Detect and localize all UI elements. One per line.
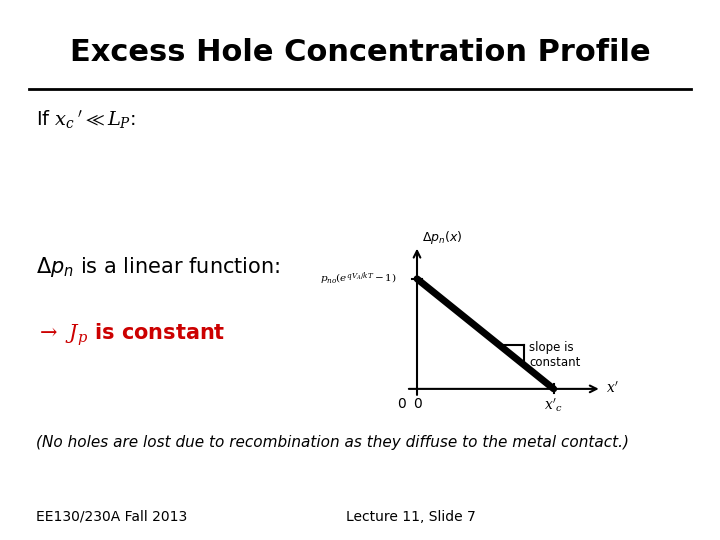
Text: Lecture 11, Slide 7: Lecture 11, Slide 7 xyxy=(346,510,475,524)
Text: slope is
constant: slope is constant xyxy=(529,341,580,369)
Text: $x'$: $x'$ xyxy=(606,381,618,396)
Text: If $x_c\,' \ll L_P$:: If $x_c\,' \ll L_P$: xyxy=(36,108,136,130)
Text: $\Delta p_n(x)$: $\Delta p_n(x)$ xyxy=(423,229,463,246)
Text: 0: 0 xyxy=(413,397,421,411)
Text: $\rightarrow$ $J_p$ is constant: $\rightarrow$ $J_p$ is constant xyxy=(36,321,225,348)
Text: Excess Hole Concentration Profile: Excess Hole Concentration Profile xyxy=(70,38,650,67)
Text: 0: 0 xyxy=(397,397,406,411)
Text: $\Delta p_n$ is a linear function:: $\Delta p_n$ is a linear function: xyxy=(36,255,280,279)
Text: (No holes are lost due to recombination as they diffuse to the metal contact.): (No holes are lost due to recombination … xyxy=(36,435,629,450)
Text: $p_{no}(e^{qV_A/kT}-1)$: $p_{no}(e^{qV_A/kT}-1)$ xyxy=(320,271,397,287)
Text: $x'_c$: $x'_c$ xyxy=(544,396,563,414)
Text: EE130/230A Fall 2013: EE130/230A Fall 2013 xyxy=(36,510,187,524)
